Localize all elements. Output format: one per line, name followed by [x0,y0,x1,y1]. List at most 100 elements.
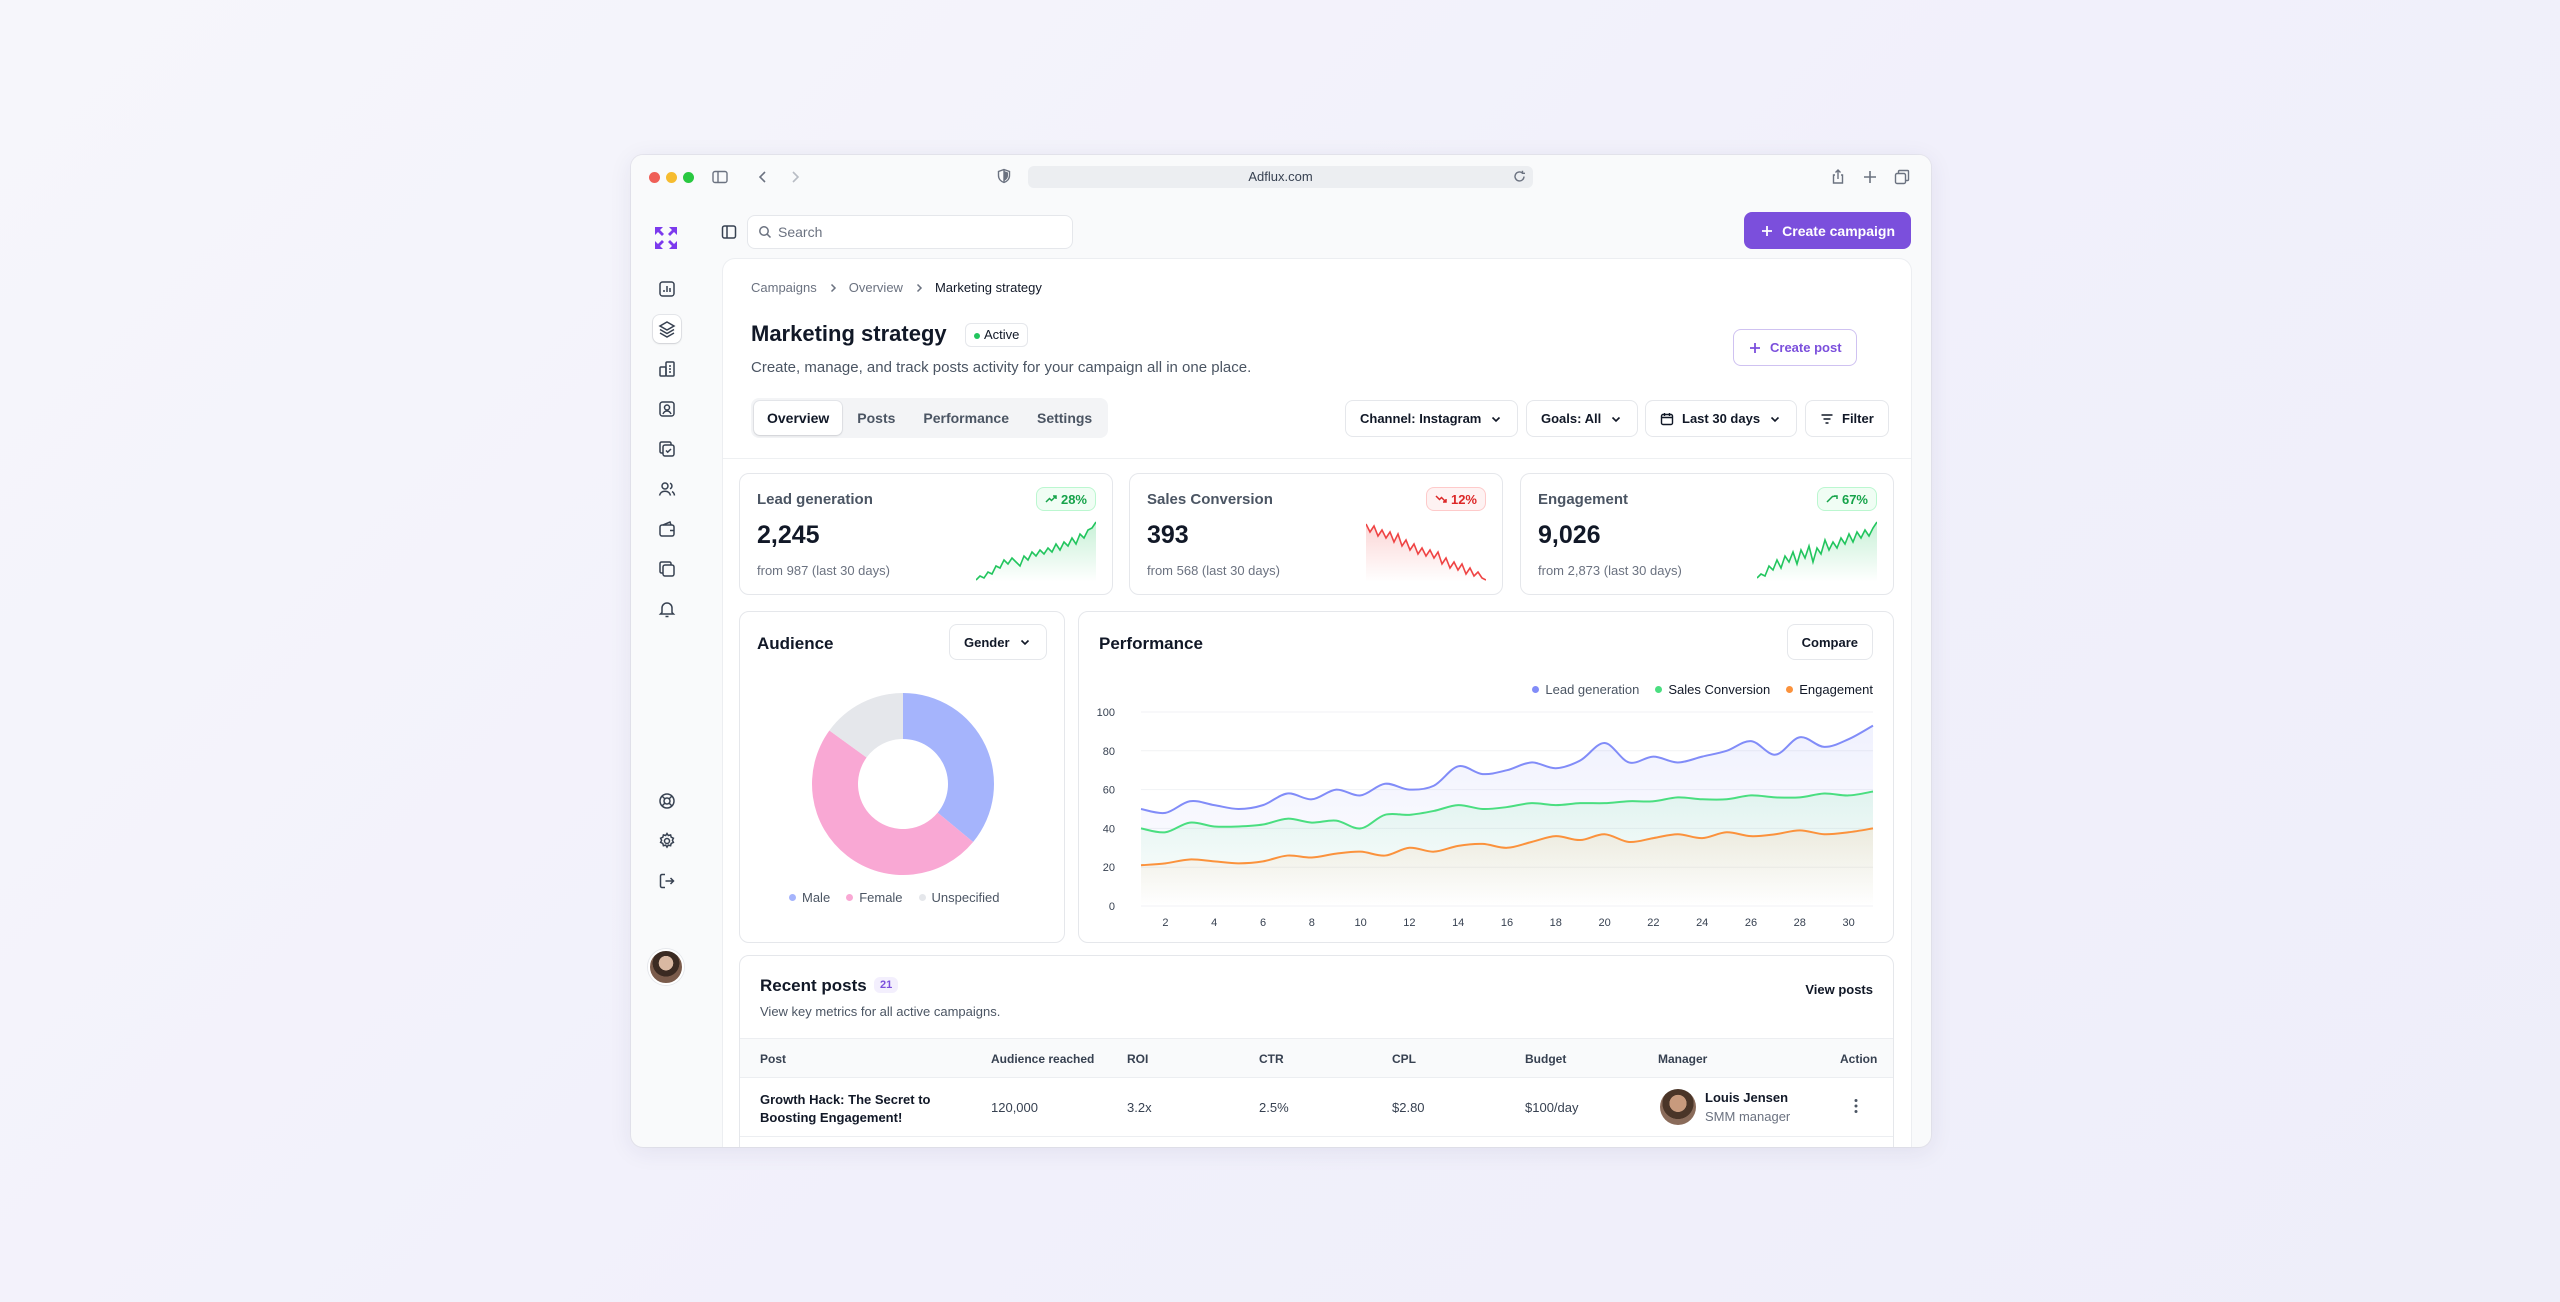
main-panel: Campaigns Overview Marketing strategy Ma… [723,259,1911,1147]
column-cpl[interactable]: CPL [1392,1052,1416,1066]
performance-card: Performance Compare Lead generation Sale… [1078,611,1894,943]
x-tick-label: 18 [1550,917,1562,929]
maximize-window-button[interactable] [683,172,694,183]
engagement-series-line[interactable] [1140,827,1874,867]
x-tick-label: 24 [1696,917,1708,929]
tab-performance[interactable]: Performance [923,410,1009,426]
audience-donut-chart [812,693,994,875]
sidebar-item-settings[interactable] [653,827,681,855]
audience-legend: Male Female Unspecified [789,890,999,905]
tab-posts[interactable]: Posts [857,410,896,426]
breadcrumb-overview[interactable]: Overview [848,280,903,295]
kpi-comparison: from 2,873 (last 30 days) [1538,563,1682,578]
address-bar[interactable]: Adflux.com [1028,166,1533,188]
sidebar-item-wallet[interactable] [653,515,681,543]
user-avatar[interactable] [648,949,684,985]
sidebar-item-campaigns[interactable] [653,315,681,343]
search-box[interactable] [747,215,1073,249]
plus-icon [1750,342,1760,353]
reload-icon[interactable] [1512,169,1527,184]
audience-card: Audience Gender Male Female Unspecified [739,611,1065,943]
tab-settings[interactable]: Settings [1036,410,1093,426]
kpi-card-sales-conversion: Sales Conversion 393 from 568 (last 30 d… [1129,473,1503,595]
gender-dropdown[interactable]: Gender [949,624,1047,660]
sidebar-item-tasks[interactable] [653,435,681,463]
close-window-button[interactable] [649,172,660,183]
sidebar-item-contacts[interactable] [653,395,681,423]
column-roi[interactable]: ROI [1127,1052,1149,1066]
create-post-button[interactable]: Create post [1733,329,1857,366]
y-tick-label: 0 [1109,901,1115,913]
cpl-value: $2.80 [1392,1100,1425,1115]
app-topbar: Create campaign [703,199,1931,263]
donut-slice-unspecified[interactable] [829,693,903,758]
legend-unspecified-label: Unspecified [931,890,1000,905]
x-tick-label: 12 [1403,917,1415,929]
column-ctr[interactable]: CTR [1259,1052,1284,1066]
kpi-value: 9,026 [1538,521,1601,549]
goals-dropdown[interactable]: Goals: All [1526,400,1639,437]
chevron-down-icon [1612,416,1621,422]
column-post[interactable]: Post [760,1052,787,1066]
create-post-label: Create post [1770,340,1842,355]
forward-arrow-icon[interactable] [786,168,804,186]
new-tab-icon[interactable] [1861,168,1879,186]
collapse-sidebar-icon[interactable] [720,223,738,241]
sidebar-item-buildings[interactable] [653,355,681,383]
create-campaign-button[interactable]: Create campaign [1744,212,1911,249]
tab-overview-icon[interactable] [1893,168,1911,186]
breadcrumb-current: Marketing strategy [934,280,1042,295]
table-row[interactable]: Growth Hack: The Secret to Boosting Enga… [740,1079,1893,1137]
more-actions-icon[interactable] [1848,1096,1864,1116]
column-audience-reached[interactable]: Audience reached [991,1052,1095,1066]
sidebar-item-support[interactable] [653,787,681,815]
manager-name: Louis Jensen [1705,1090,1789,1105]
y-tick-label: 80 [1103,746,1115,758]
view-posts-link[interactable]: View posts [1805,982,1873,997]
sidebar-item-analytics[interactable] [653,275,681,303]
back-arrow-icon[interactable] [754,168,772,186]
donut-slice-female[interactable] [812,730,974,875]
adflux-logo-icon[interactable] [653,225,679,251]
kpi-change-badge: 28% [1035,487,1096,511]
sales-conversion-series-line[interactable] [1140,790,1874,834]
legend-engagement-label: Engagement [1799,682,1873,697]
lead-generation-series-line[interactable] [1140,724,1874,815]
post-title[interactable]: Growth Hack: The Secret to Boosting Enga… [760,1091,930,1127]
plus-icon [1762,225,1773,236]
share-icon[interactable] [1829,168,1847,186]
sidebar-item-logout[interactable] [653,867,681,895]
sidebar-item-notifications[interactable] [653,595,681,623]
lead-generation-sparkline [976,521,1096,582]
column-manager[interactable]: Manager [1658,1052,1708,1066]
column-budget[interactable]: Budget [1525,1052,1567,1066]
breadcrumb-campaigns[interactable]: Campaigns [751,280,817,295]
sidebar-item-messages[interactable] [653,555,681,583]
sidebar-toggle-icon[interactable] [711,168,729,186]
audience-title: Audience [757,634,834,653]
search-input[interactable] [778,224,1058,240]
donut-slice-male[interactable] [903,693,994,843]
engagement-area [1141,828,1873,906]
legend-engagement: Engagement [1786,682,1873,697]
manager-avatar [1660,1089,1696,1125]
breadcrumb: Campaigns Overview Marketing strategy [751,280,1042,295]
filter-button[interactable]: Filter [1805,400,1889,437]
tab-overview[interactable]: Overview [754,401,843,435]
date-range-dropdown[interactable]: Last 30 days [1645,400,1798,437]
roi-value: 3.2x [1127,1100,1152,1115]
kpi-card-engagement: Engagement 9,026 from 2,873 (last 30 day… [1520,473,1894,595]
recent-posts-subtitle: View key metrics for all active campaign… [760,1004,1001,1019]
filter-label: Filter [1842,411,1874,426]
sidebar-item-users[interactable] [653,475,681,503]
kpi-value: 393 [1147,521,1189,549]
x-tick-label: 4 [1211,917,1217,929]
channel-dropdown[interactable]: Channel: Instagram [1345,400,1519,437]
privacy-shield-icon[interactable] [996,168,1012,184]
status-badge: Active [965,323,1029,347]
minimize-window-button[interactable] [666,172,677,183]
y-tick-label: 100 [1097,707,1115,719]
compare-button[interactable]: Compare [1786,624,1873,660]
y-tick-label: 40 [1103,823,1115,835]
kpi-name: Lead generation [757,491,873,508]
